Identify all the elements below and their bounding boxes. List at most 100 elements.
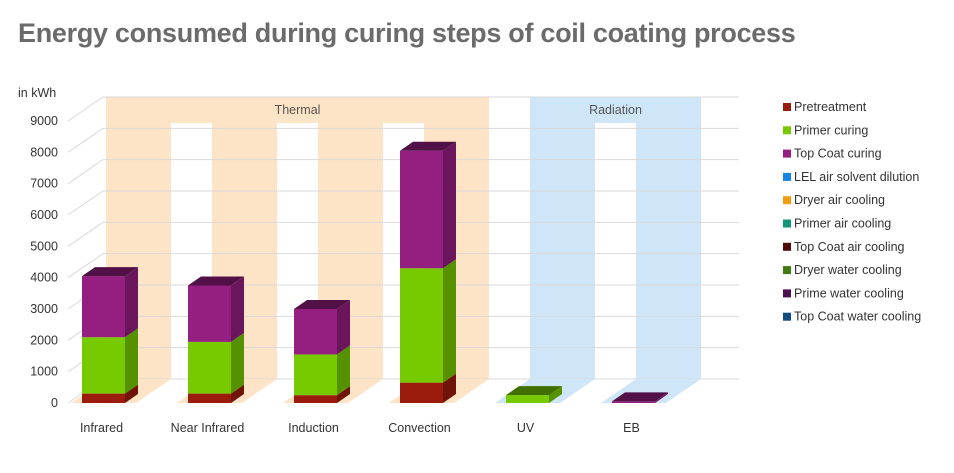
- bar-segment-pretreatment-side: [231, 384, 244, 403]
- legend-label: Primer curing: [794, 123, 868, 137]
- bar-segment-primer-curing-side: [231, 332, 244, 394]
- x-tick-label: UV: [517, 421, 535, 435]
- legend-label: Dryer water cooling: [794, 263, 902, 277]
- y-tick-label: 9000: [30, 114, 58, 128]
- bar-segment-primer-curing: [400, 268, 443, 383]
- bar-segment-top-coat-curing: [82, 276, 125, 338]
- legend-item-top-coat-water-cooling: Top Coat water cooling: [783, 310, 921, 324]
- x-tick-label: Convection: [388, 421, 451, 435]
- legend-item-pretreatment: Pretreatment: [783, 100, 867, 114]
- bar-segment-top-coat-curing-side: [125, 267, 138, 338]
- legend-label: Pretreatment: [794, 100, 867, 114]
- bar-segment-top-coat-curing-side: [443, 141, 456, 269]
- y-tick-label: 5000: [30, 239, 58, 253]
- bar-segment-top-coat-curing-side: [655, 392, 668, 403]
- bar-segment-primer-curing-side: [443, 259, 456, 383]
- x-tick-label: Near Infrared: [171, 421, 245, 435]
- legend-swatch: [783, 172, 791, 181]
- bar-segment-primer-curing: [294, 354, 337, 396]
- legend-item-dryer-water-cooling: Dryer water cooling: [783, 263, 902, 277]
- bar-segment-top-coat-curing-side: [231, 276, 244, 342]
- x-axis: Infrared Near Infrared Induction Convection…: [80, 421, 640, 435]
- legend-swatch: [783, 196, 791, 205]
- bar-segment-top-coat-curing: [294, 309, 337, 355]
- bar-segment-top-coat-curing: [400, 150, 443, 269]
- bar-segment-pretreatment-side: [337, 386, 350, 403]
- legend-label: LEL air solvent dilution: [794, 170, 919, 184]
- bar-stack-uv: [506, 386, 562, 403]
- gridline-depth: [67, 159, 104, 185]
- band-header-radiation: [530, 97, 701, 123]
- x-tick-label: Induction: [288, 421, 339, 435]
- bar-top-cap: [82, 267, 138, 277]
- chart-title: Energy consumed during curing steps of c…: [18, 18, 796, 48]
- y-tick-label: 7000: [30, 177, 58, 191]
- bar-top-cap: [294, 300, 350, 309]
- legend: Pretreatment Primer curing Top Coat curing…: [783, 100, 921, 324]
- bar-segment-primer-curing: [188, 341, 231, 394]
- legend-swatch: [783, 312, 791, 321]
- bar-segment-pretreatment-side: [125, 384, 138, 403]
- legend-swatch: [783, 149, 791, 158]
- legend-label: Top Coat curing: [794, 147, 882, 161]
- band-radiation: [530, 97, 595, 379]
- band-header-thermal: [106, 97, 489, 123]
- y-axis-label: in kWh: [18, 86, 56, 100]
- bar-segment-top-coat-curing: [188, 285, 231, 342]
- bar-stack-convection: [400, 141, 456, 403]
- legend-label: Primer air cooling: [794, 217, 891, 231]
- legend-swatch: [783, 289, 791, 298]
- legend-swatch: [783, 126, 791, 135]
- legend-item-top-coat-air-cooling: Top Coat air cooling: [783, 240, 905, 254]
- legend-item-dryer-air-cooling: Dryer air cooling: [783, 193, 885, 207]
- legend-label: Dryer air cooling: [794, 193, 885, 207]
- legend-item-primer-curing: Primer curing: [783, 123, 868, 137]
- bar-top-cap: [400, 141, 456, 151]
- gridline-depth: [67, 253, 104, 279]
- bar-stack-induction: [294, 300, 350, 403]
- legend-item-lel-air-solvent-dilution: LEL air solvent dilution: [783, 170, 919, 184]
- bar-segment-pretreatment: [82, 393, 125, 403]
- bar-segment-pretreatment-side: [443, 373, 456, 403]
- y-tick-label: 1000: [30, 365, 58, 379]
- gridline-depth: [67, 127, 104, 153]
- legend-swatch: [783, 219, 791, 228]
- x-tick-label: EB: [623, 421, 640, 435]
- bar-top-cap: [612, 392, 668, 402]
- legend-item-primer-air-cooling: Primer air cooling: [783, 217, 891, 231]
- bar-segment-primer-curing-side: [549, 386, 562, 403]
- bar-top-cap: [188, 276, 244, 286]
- bar-segment-pretreatment: [188, 393, 231, 403]
- band-label-radiation: Radiation: [589, 103, 642, 117]
- bar-stack-near-infrared: [188, 276, 244, 403]
- legend-item-top-coat-curing: Top Coat curing: [783, 147, 882, 161]
- y-tick-label: 4000: [30, 271, 58, 285]
- bar-segment-primer-curing-side: [125, 328, 138, 394]
- bar-segment-primer-curing-side: [337, 345, 350, 396]
- gridline-depth: [67, 190, 104, 216]
- bar-segment-pretreatment: [400, 382, 443, 403]
- legend-swatch: [783, 242, 791, 251]
- legend-swatch: [783, 266, 791, 275]
- legend-item-prime-water-cooling: Prime water cooling: [783, 286, 904, 300]
- bar-segment-primer-curing: [506, 395, 549, 403]
- y-tick-label: 3000: [30, 302, 58, 316]
- x-tick-label: Infrared: [80, 421, 123, 435]
- gridline-depth: [67, 96, 104, 122]
- band-label-thermal: Thermal: [275, 103, 321, 117]
- bar-segment-pretreatment: [294, 395, 337, 403]
- chart-floor: [71, 379, 701, 403]
- legend-label: Top Coat air cooling: [794, 240, 905, 254]
- y-tick-label: 8000: [30, 145, 58, 159]
- legend-label: Prime water cooling: [794, 286, 904, 300]
- band-radiation: [636, 97, 701, 379]
- bar-segment-top-coat-curing: [612, 401, 655, 403]
- y-axis: 0 1000 2000 3000 4000 5000 6000 7000 8000 9000 in …: [18, 86, 58, 410]
- bar-stack-infrared: [82, 267, 138, 403]
- y-tick-label: 2000: [30, 333, 58, 347]
- bar-stack-eb: [612, 392, 668, 403]
- bar-segment-primer-curing: [82, 337, 125, 394]
- stacked-bars: [82, 141, 668, 403]
- y-tick-label: 0: [51, 396, 58, 410]
